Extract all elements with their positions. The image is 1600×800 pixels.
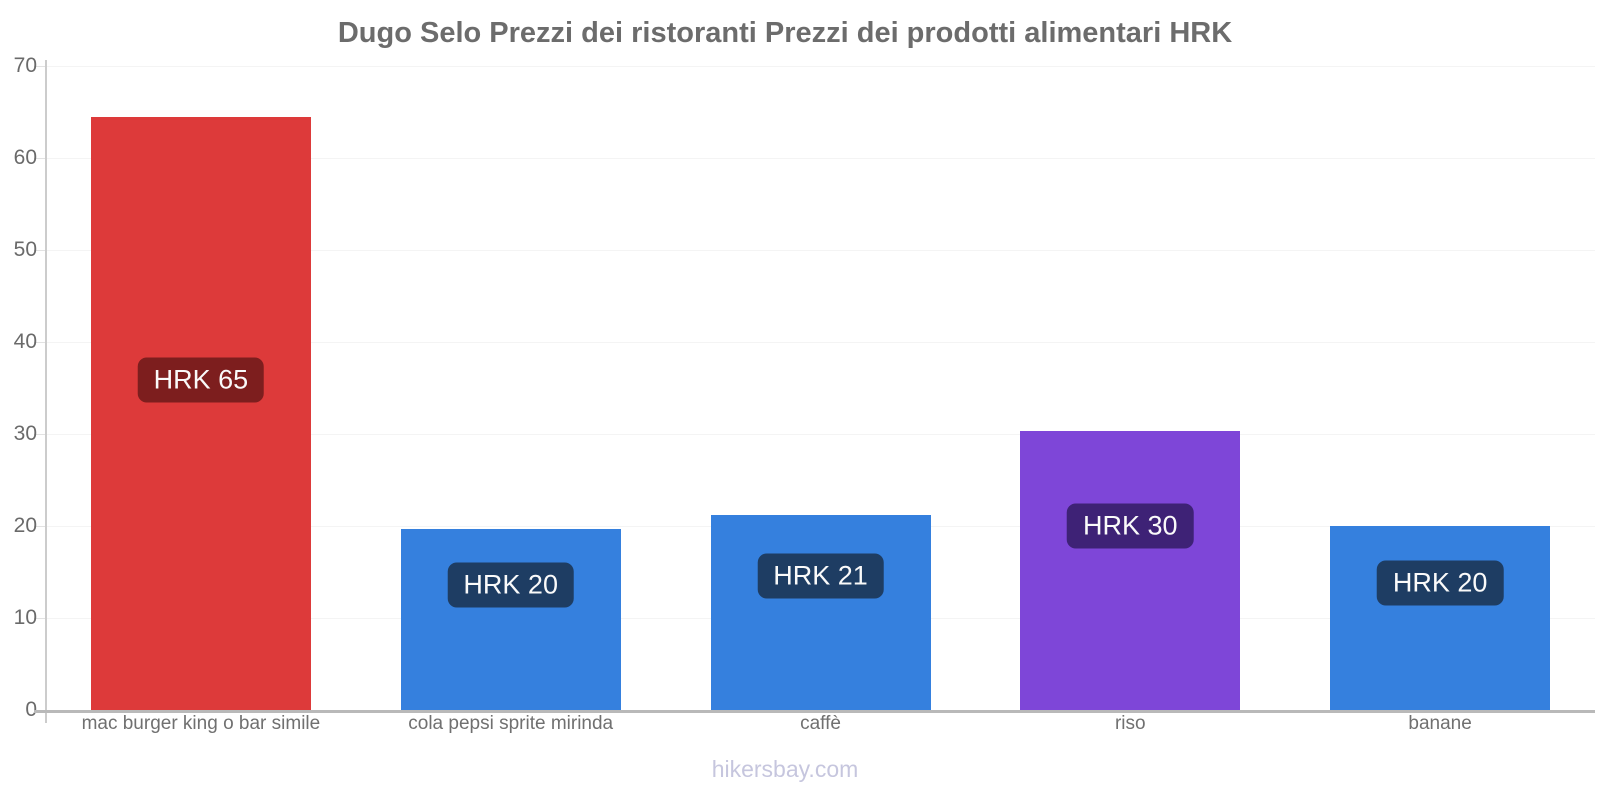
y-tick-label: 40: [13, 330, 37, 353]
category-label: caffè: [800, 713, 841, 734]
y-tick-label: 30: [13, 422, 37, 445]
y-tick-mark: [34, 342, 46, 343]
y-tick-mark: [34, 250, 46, 251]
bar-value-badge: HRK 20: [447, 562, 574, 608]
bar-value-badge: HRK 20: [1376, 560, 1504, 606]
y-tick-mark: [34, 434, 46, 435]
bar-mac-burger-king-o-bar-simile: [90, 116, 311, 710]
x-axis-line: [34, 710, 1595, 713]
y-gridline: [46, 434, 1595, 435]
bar-cola-pepsi-sprite-mirinda: [400, 528, 621, 710]
bar-value-badge: HRK 30: [1067, 503, 1194, 549]
y-tick-label: 60: [13, 146, 37, 169]
y-gridline: [46, 158, 1595, 159]
y-tick-mark: [34, 158, 46, 159]
y-tick-label: 50: [13, 238, 37, 261]
category-label: mac burger king o bar simile: [81, 713, 321, 734]
y-tick-label: 0: [25, 698, 37, 721]
category-label: riso: [1114, 713, 1146, 734]
y-gridline: [46, 66, 1595, 67]
y-tick-label: 20: [13, 514, 37, 537]
bar-value-badge: HRK 65: [137, 357, 265, 403]
category-label: cola pepsi sprite mirinda: [408, 713, 614, 734]
bar-caffè: [710, 514, 931, 710]
bar-value-badge: HRK 21: [757, 553, 884, 599]
footer-watermark-link[interactable]: hikersbay.com: [711, 756, 859, 782]
bar-riso: [1020, 431, 1241, 710]
y-tick-mark: [34, 526, 46, 527]
y-gridline: [46, 250, 1595, 251]
y-tick-mark: [34, 618, 46, 619]
y-gridline: [46, 342, 1595, 343]
y-tick-label: 70: [13, 54, 37, 77]
category-label: banane: [1408, 713, 1472, 734]
y-tick-label: 10: [13, 606, 37, 629]
y-axis-line: [45, 60, 47, 723]
bar-banane: [1330, 526, 1551, 710]
y-tick-mark: [34, 66, 46, 67]
chart-title: Dugo Selo Prezzi dei ristoranti Prezzi d…: [337, 17, 1233, 49]
